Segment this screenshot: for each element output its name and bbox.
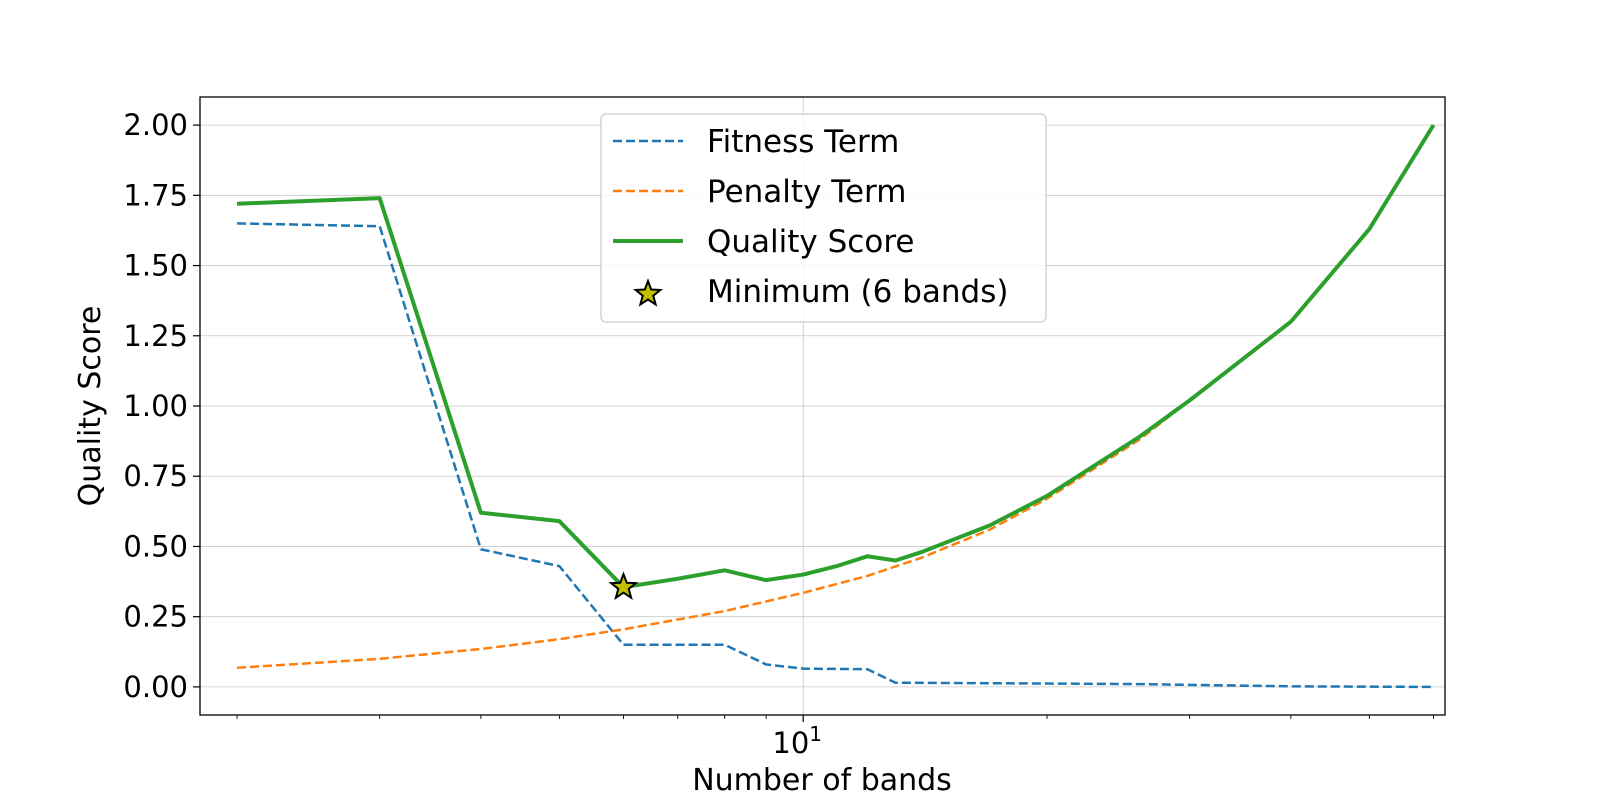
y-tick-label: 1.75 (123, 178, 188, 212)
y-tick-label: 0.75 (123, 459, 188, 493)
y-tick-label: 1.00 (123, 389, 188, 423)
y-tick-label: 1.50 (123, 249, 188, 283)
legend: Fitness Term Penalty Term Quality Score … (600, 113, 1047, 323)
series-line-fitness-term (237, 222, 1434, 689)
series-lines (236, 124, 1436, 689)
series-line-quality-score (236, 124, 1436, 590)
legend-label-minimum: Minimum (6 bands) (707, 274, 1008, 310)
legend-label-penalty-term: Penalty Term (707, 174, 906, 210)
x-tick-label: 101 (772, 722, 822, 760)
minimum-star-marker (608, 571, 639, 600)
y-tick-label: 1.25 (123, 319, 188, 353)
x-axis-label: Number of bands (692, 763, 952, 798)
y-tick-label: 2.00 (123, 108, 188, 142)
axis-ticks: 0.00 0.25 0.50 0.75 1.00 1.25 1.50 1.75 2.00 101 (123, 108, 1434, 760)
legend-box (600, 113, 1047, 323)
y-tick-label: 0.00 (123, 670, 188, 704)
y-tick-label: 0.25 (123, 600, 188, 634)
y-tick-label: 0.50 (123, 529, 188, 563)
y-axis-label: Quality Score (73, 306, 108, 507)
legend-label-fitness-term: Fitness Term (707, 124, 899, 160)
legend-swatch-minimum-star (632, 278, 664, 307)
legend-label-quality-score: Quality Score (707, 224, 914, 260)
